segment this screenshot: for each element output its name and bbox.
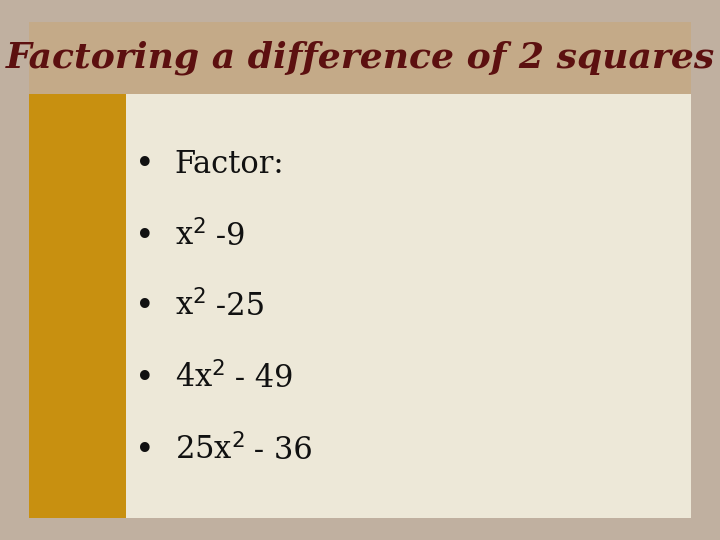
Text: •: •	[135, 362, 155, 395]
Text: •: •	[135, 290, 155, 323]
Text: Factoring a difference of 2 squares: Factoring a difference of 2 squares	[5, 41, 715, 75]
Text: - 49: - 49	[225, 363, 293, 394]
Text: $\mathregular{x}^{2}$: $\mathregular{x}^{2}$	[174, 290, 205, 323]
Text: $\mathregular{25x}^{2}$: $\mathregular{25x}^{2}$	[174, 434, 244, 467]
Text: $\mathregular{x}^{2}$: $\mathregular{x}^{2}$	[174, 220, 205, 253]
Text: Factor:: Factor:	[174, 149, 284, 180]
Text: •: •	[135, 434, 155, 467]
Text: $\mathregular{4x}^{2}$: $\mathregular{4x}^{2}$	[174, 362, 225, 395]
Text: •: •	[135, 148, 155, 181]
Text: - 36: - 36	[244, 435, 313, 466]
Bar	[29, 94, 126, 518]
Bar	[29, 22, 691, 94]
Text: -25: -25	[205, 291, 265, 322]
Text: •: •	[135, 220, 155, 253]
Text: -9: -9	[205, 221, 245, 252]
